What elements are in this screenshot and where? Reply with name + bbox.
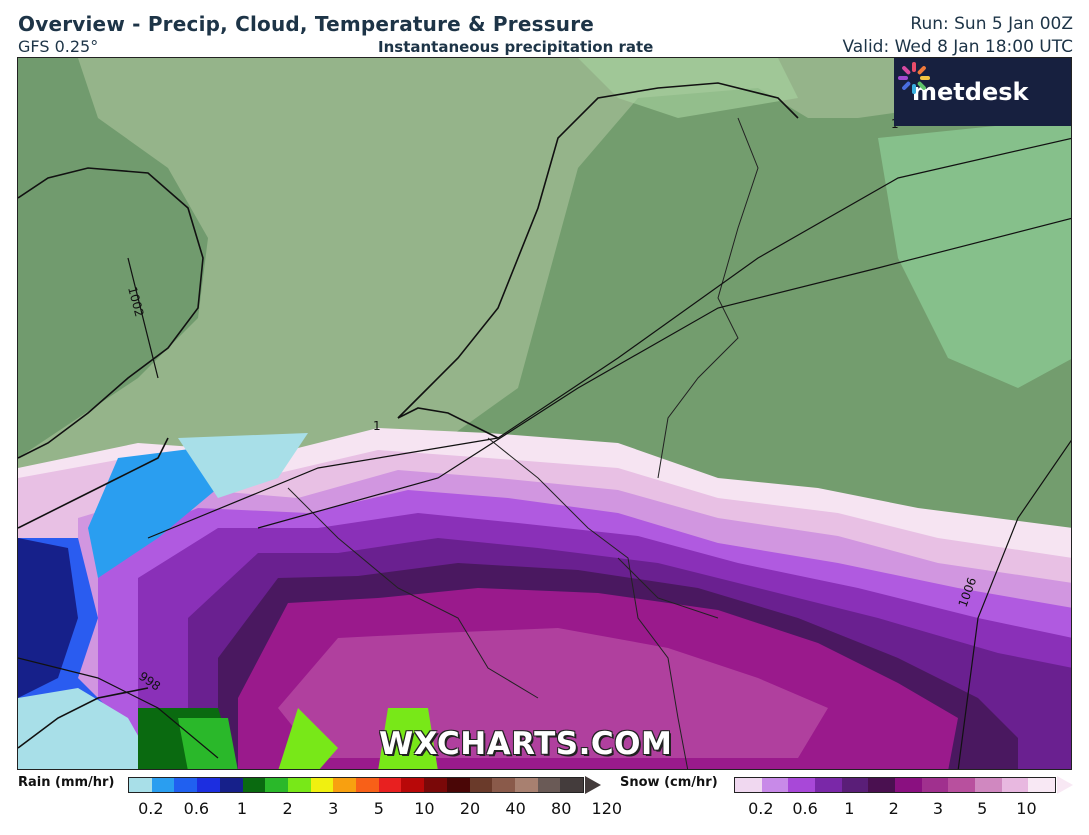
snow-tick-label: 0.2 xyxy=(748,799,774,818)
snow-swatch xyxy=(948,778,976,792)
rain-tick-label: 120 xyxy=(591,799,623,818)
watermark: WXCHARTS.COM xyxy=(379,726,673,762)
metdesk-pinwheel-icon xyxy=(898,62,930,94)
snow-swatch xyxy=(975,778,1002,792)
rain-swatch xyxy=(356,778,379,792)
rain-tick-label: 80 xyxy=(551,799,572,818)
rain-swatch xyxy=(287,778,311,792)
rain-swatch xyxy=(310,778,334,792)
run-label: Run: Sun 5 Jan 00Z xyxy=(910,14,1073,34)
snow-tick-label: 0.6 xyxy=(792,799,818,818)
rain-swatch xyxy=(129,778,152,792)
snow-swatch xyxy=(735,778,762,792)
rain-swatch xyxy=(560,778,584,792)
rain-tick-label: 0.6 xyxy=(183,799,210,818)
rain-tick-label: 10 xyxy=(414,799,435,818)
isobar-lines xyxy=(18,137,1071,769)
snow-tick-label: 3 xyxy=(932,799,944,818)
isobar-label-a: 1 xyxy=(373,419,381,433)
england-land xyxy=(18,58,208,458)
snow-tick-label: 2 xyxy=(888,799,899,818)
rain-legend-label: Rain (mm/hr) xyxy=(18,775,115,790)
snow-tick-label: 1 xyxy=(844,799,855,818)
snow-legend-label: Snow (cm/hr) xyxy=(620,775,718,790)
rain-zone-cyan-sw xyxy=(18,688,157,769)
rain-swatch xyxy=(242,778,266,792)
model-label: GFS 0.25° xyxy=(18,37,99,56)
snow-swatch xyxy=(868,778,896,792)
rain-swatch xyxy=(537,778,561,792)
country-borders xyxy=(287,117,759,769)
snow-swatch xyxy=(841,778,869,792)
rain-tick-label: 5 xyxy=(373,799,384,818)
snow-swatch xyxy=(815,778,842,792)
rain-tick-label: 3 xyxy=(328,799,339,818)
rain-swatch xyxy=(401,778,425,792)
snow-swatch xyxy=(895,778,922,792)
cloud-patch-ne xyxy=(878,118,1071,388)
rain-swatch xyxy=(378,778,402,792)
weather-map[interactable]: 1002 998 1006 1 1 metdesk WXCHARTS.COM xyxy=(17,57,1072,770)
snow-colorbar xyxy=(734,777,1056,793)
rain-swatch xyxy=(492,778,515,792)
rain-colorbar-arrow xyxy=(585,776,601,794)
chart-title: Overview - Precip, Cloud, Temperature & … xyxy=(18,12,595,36)
rain-tick-label: 1 xyxy=(236,799,248,818)
chart-subtitle: Instantaneous precipitation rate xyxy=(378,38,654,56)
rain-zone-lime-2 xyxy=(378,708,438,769)
coastlines xyxy=(18,82,799,749)
valid-label: Valid: Wed 8 Jan 18:00 UTC xyxy=(842,37,1074,57)
rain-tick-label: 2 xyxy=(282,799,293,818)
snow-swatch xyxy=(761,778,789,792)
metdesk-logo[interactable]: metdesk xyxy=(894,58,1071,126)
snow-colorbar-arrow xyxy=(1057,776,1073,794)
rain-tick-label: 0.2 xyxy=(138,799,164,818)
rain-zone-navy xyxy=(18,538,78,698)
rain-swatch xyxy=(151,778,175,792)
rain-zone-light-blue xyxy=(88,448,218,578)
rain-swatch xyxy=(446,778,470,792)
rain-swatch xyxy=(197,778,220,792)
map-canvas: 1002 998 1006 1 1 xyxy=(18,58,1071,769)
rain-swatch xyxy=(174,778,198,792)
cloud-patch-north xyxy=(578,58,798,118)
rain-swatch xyxy=(265,778,288,792)
rain-zone-cyan xyxy=(178,433,308,498)
rain-swatch xyxy=(219,778,243,792)
rain-tick-label: 40 xyxy=(505,799,526,818)
snow-tick-label: 5 xyxy=(977,799,988,818)
snow-swatch xyxy=(1001,778,1029,792)
snow-tick-label: 10 xyxy=(1016,799,1037,818)
rain-swatch xyxy=(424,778,447,792)
rain-swatch xyxy=(333,778,357,792)
snow-swatch xyxy=(921,778,949,792)
rain-swatch xyxy=(469,778,493,792)
snow-swatch xyxy=(1028,778,1056,792)
rain-zone-green xyxy=(178,718,238,769)
rain-zone-lime-1 xyxy=(278,708,338,769)
logo-text: metdesk xyxy=(912,78,1029,106)
rain-swatch xyxy=(514,778,538,792)
rain-colorbar xyxy=(128,777,584,793)
snow-swatch xyxy=(788,778,816,792)
rain-tick-label: 20 xyxy=(459,799,481,818)
